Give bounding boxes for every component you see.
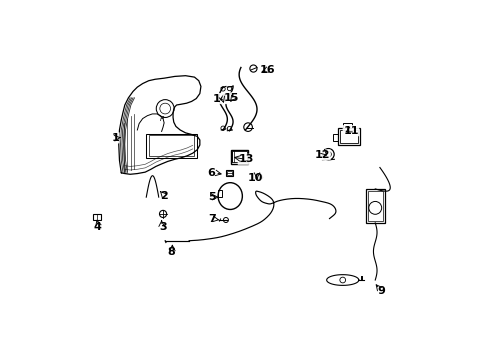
Bar [367, 191, 382, 221]
Bar [232, 151, 246, 162]
Text: 12: 12 [314, 150, 329, 160]
Text: 10: 10 [247, 173, 263, 183]
Text: 6: 6 [207, 168, 215, 178]
Bar [226, 171, 231, 175]
Bar [230, 150, 247, 164]
Text: 1: 1 [111, 133, 119, 143]
Text: 3: 3 [159, 222, 166, 232]
Bar [339, 130, 358, 143]
Text: 11: 11 [343, 126, 358, 136]
Bar [332, 134, 337, 141]
Text: 8: 8 [167, 247, 175, 257]
Bar [225, 170, 233, 176]
Text: P: P [159, 116, 163, 122]
Text: 2: 2 [160, 191, 168, 201]
Bar [218, 190, 222, 197]
Text: 14: 14 [212, 94, 227, 104]
Bar [337, 128, 360, 145]
Text: 15: 15 [223, 93, 238, 103]
Text: 7: 7 [207, 214, 215, 224]
Text: 4: 4 [93, 222, 101, 232]
Bar [365, 189, 384, 223]
Bar [146, 134, 197, 158]
Text: 16: 16 [260, 65, 275, 75]
Text: 13: 13 [238, 154, 253, 164]
Bar [149, 135, 194, 156]
Text: 5: 5 [207, 192, 215, 202]
Text: 9: 9 [376, 287, 384, 296]
Bar [343, 123, 352, 128]
